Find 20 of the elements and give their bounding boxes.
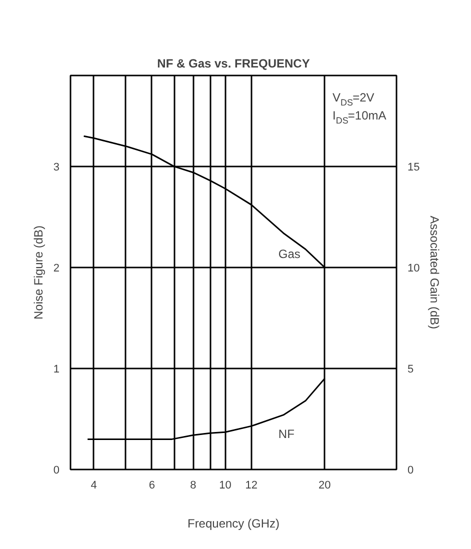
x-axis-title: Frequency (GHz) [187,516,280,530]
y2-tick-label: 10 [408,262,420,274]
y2-tick-label: 5 [408,363,414,376]
y2-tick-label: 15 [408,161,420,174]
chart-title: NF & Gas vs. FREQUENCY [157,56,310,70]
y-tick-label: 2 [53,262,60,274]
series-label: Gas [278,247,300,262]
x-tick-label: 6 [148,480,156,492]
y2-tick-label: 0 [408,464,414,476]
x-tick-label: 8 [190,480,196,492]
y2-axis-title: Associated Gain (dB) [428,216,442,330]
y-axis-title: Noise Figure (dB) [31,225,46,320]
y-tick-label: 1 [53,363,60,376]
x-tick-label: 4 [90,480,97,492]
x-tick-label: 20 [318,480,331,492]
y-tick-label: 3 [53,161,60,174]
series-label: NF [278,426,294,441]
x-tick-label: 12 [245,480,258,492]
y-tick-label: 0 [53,464,60,476]
x-tick-label: 10 [219,480,232,492]
